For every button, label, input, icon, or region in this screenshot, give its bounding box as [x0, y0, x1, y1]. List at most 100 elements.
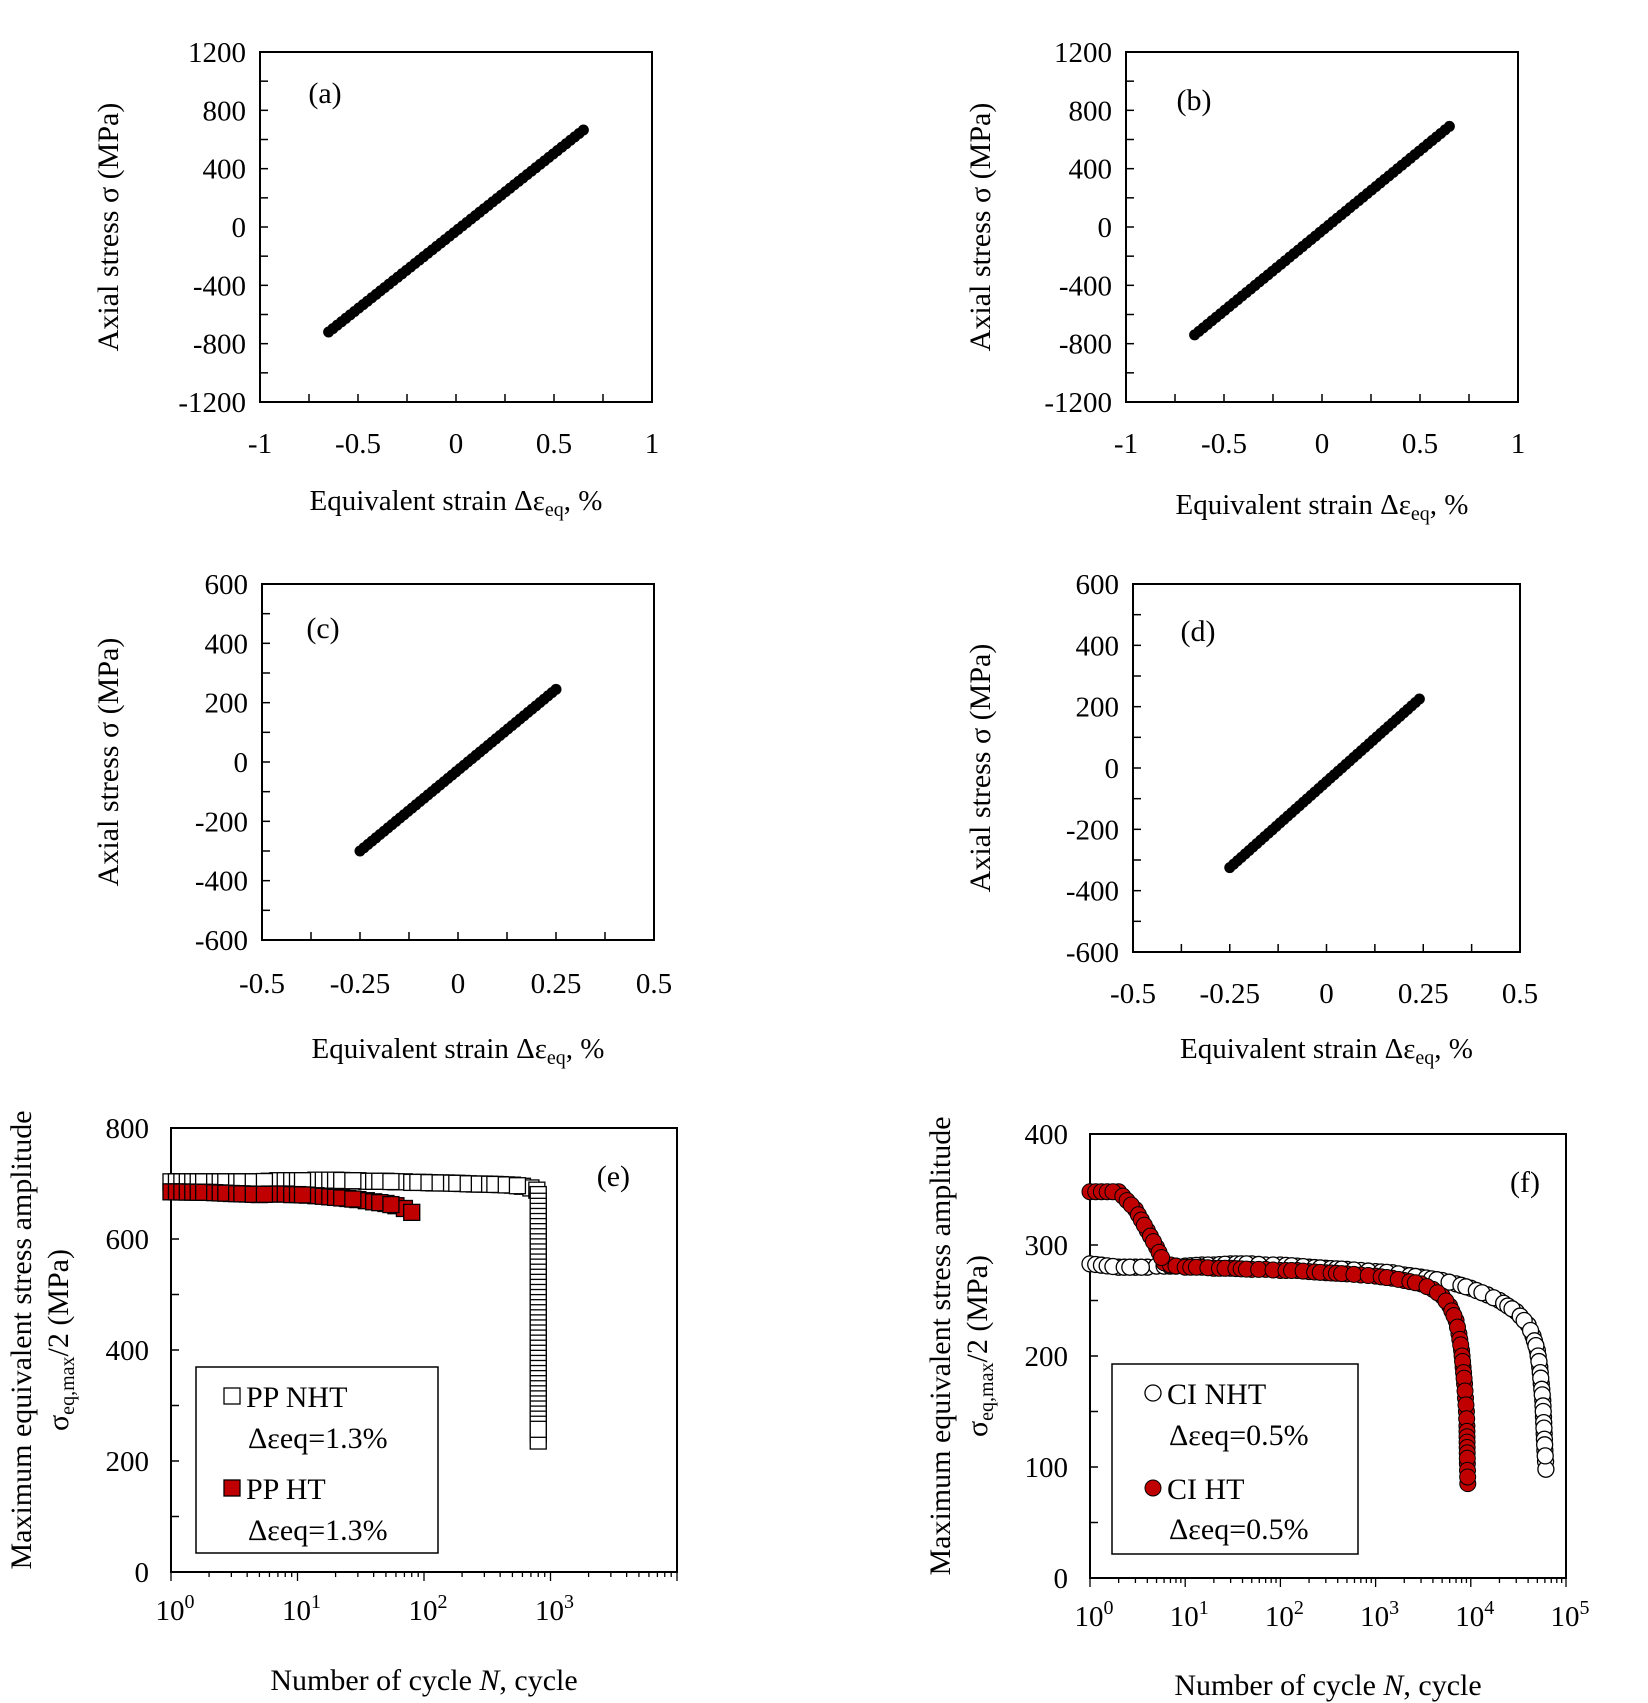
x-tick-base: 10 [1360, 1601, 1389, 1633]
y-axis-label: Axial stress σ (MPa) [92, 103, 125, 352]
x-axis-label-tail: , % [564, 485, 603, 517]
data-point [1443, 120, 1455, 132]
y-tick-label: 800 [203, 95, 247, 127]
y-tick-label: -400 [193, 270, 246, 302]
series-2 [162, 1183, 421, 1222]
y-tick-label: 200 [1076, 692, 1120, 724]
x-tick-exponent: 2 [438, 1591, 448, 1613]
x-axis-label: Equivalent strain Δεeq, % [312, 1033, 605, 1069]
x-tick-base: 10 [1170, 1601, 1199, 1633]
x-tick-label: -0.25 [1200, 978, 1260, 1010]
data-point [1132, 1258, 1151, 1276]
y-tick-label: 200 [106, 1446, 150, 1478]
y-tick-label: 200 [205, 688, 249, 720]
y-axis-label-sigma: σ [961, 1421, 994, 1437]
data-point [1459, 1468, 1477, 1486]
x-axis-label-italic: N [1382, 1669, 1405, 1702]
y-tick-label: -1200 [178, 387, 246, 419]
data-point [577, 124, 589, 136]
x-axis-label: Equivalent strain Δεeq, % [310, 485, 603, 521]
data-point [382, 1172, 400, 1191]
data-point [1250, 1260, 1268, 1278]
legend-entry-condition: Δεeq=1.3% [248, 1514, 388, 1547]
legend-entry-condition: Δεeq=0.5% [1169, 1419, 1309, 1452]
legend-entry-name: CI HT [1167, 1473, 1245, 1506]
x-axis-label-main: Equivalent strain Δε [1180, 1033, 1415, 1065]
x-axis-label-tail: , % [1430, 489, 1469, 521]
x-tick-exponent: 3 [564, 1591, 574, 1613]
series-2 [1081, 1183, 1477, 1493]
legend-marker [223, 1479, 241, 1497]
x-tick-label: 0.25 [1398, 978, 1449, 1010]
x-tick-label: 104 [1455, 1597, 1494, 1633]
x-tick-base: 10 [1075, 1601, 1104, 1633]
x-tick-label: 105 [1551, 1597, 1590, 1633]
x-tick-exponent: 4 [1484, 1597, 1494, 1619]
y-tick-label: 400 [1025, 1119, 1069, 1151]
x-tick-exponent: 2 [1294, 1597, 1304, 1619]
x-axis-label-pre: Number of cycle [1174, 1669, 1383, 1702]
y-tick-label: 200 [1025, 1341, 1069, 1373]
x-axis-label-main: Equivalent strain Δε [310, 485, 545, 517]
x-tick-base: 10 [156, 1595, 185, 1627]
x-tick-label: -0.5 [335, 428, 381, 460]
legend: CI NHT Δεeq=0.5% CI HT Δεeq=0.5% [1111, 1363, 1359, 1555]
y-tick-label: -200 [195, 806, 248, 838]
data-point [255, 1185, 274, 1203]
y-axis-label: Axial stress σ (MPa) [964, 644, 997, 893]
y-tick-label: 300 [1025, 1230, 1069, 1262]
y-axis-label-line1: Maximum equivalent stress amplitude [5, 1110, 38, 1569]
x-tick-base: 10 [1551, 1601, 1580, 1633]
x-tick-label: -0.5 [1110, 978, 1156, 1010]
legend-marker [1144, 1384, 1162, 1402]
y-tick-label: 0 [1098, 212, 1113, 244]
y-tick-label: -800 [193, 329, 246, 361]
y-axis-label-tail: /2 (MPa) [42, 1249, 75, 1357]
y-tick-label: 0 [1054, 1563, 1069, 1595]
y-axis-label-line2: σeq,max/2 (MPa) [42, 1249, 79, 1431]
x-tick-label: 0 [1319, 978, 1334, 1010]
legend-entry-condition: Δεeq=1.3% [248, 1422, 388, 1455]
y-tick-label: -600 [1066, 937, 1119, 969]
data-point [344, 1190, 362, 1208]
x-axis-label-subscript: eq [545, 499, 564, 521]
x-axis-label-post: , cycle [1403, 1669, 1481, 1702]
y-tick-label: -600 [195, 925, 248, 957]
x-tick-label: 0 [1315, 428, 1330, 460]
y-axis-label-subscript: eq,max [976, 1363, 998, 1421]
y-axis-label-line1: Maximum equivalent stress amplitude [924, 1116, 957, 1575]
chart-panel-b: 1200 800 400 0 -400 -800 -1200-1 -0.5 0 0.5 1 Equiv… [964, 37, 1525, 525]
data-point [1345, 1265, 1363, 1283]
panel-label: (e) [597, 1160, 630, 1193]
y-axis-label-tail: /2 (MPa) [961, 1255, 994, 1363]
y-axis-label: Axial stress σ (MPa) [92, 638, 125, 887]
x-tick-label: -0.5 [1201, 428, 1247, 460]
y-tick-label: -800 [1059, 329, 1112, 361]
data-point [550, 683, 562, 695]
legend-entry-name: PP HT [246, 1473, 326, 1506]
y-tick-label: 400 [1069, 154, 1113, 186]
y-tick-label: 0 [234, 747, 249, 779]
x-tick-exponent: 1 [311, 1591, 321, 1613]
y-tick-label: 800 [1069, 95, 1113, 127]
x-axis-label: Number of cycle N, cycle [270, 1664, 577, 1697]
panel-label: (b) [1177, 84, 1212, 117]
chart-panel-a: 1200 800 400 0 -400 -800 -1200-1 -0.5 0 0.5 1 Equiv… [92, 37, 659, 521]
y-tick-label: -200 [1066, 814, 1119, 846]
legend-marker [1144, 1479, 1162, 1497]
x-axis-label-pre: Number of cycle [270, 1664, 479, 1697]
x-axis-label: Equivalent strain Δεeq, % [1180, 1033, 1473, 1069]
x-tick-base: 10 [535, 1595, 564, 1627]
data-point [403, 1203, 421, 1222]
x-tick-base: 10 [1265, 1601, 1294, 1633]
x-axis-label-main: Equivalent strain Δε [1176, 489, 1411, 521]
y-tick-label: -400 [195, 866, 248, 898]
data-point [293, 1186, 312, 1204]
x-tick-base: 10 [282, 1595, 311, 1627]
data-point [1153, 1249, 1171, 1267]
y-tick-label: 0 [232, 212, 247, 244]
x-tick-label: 103 [1360, 1597, 1399, 1633]
x-tick-exponent: 1 [1199, 1597, 1209, 1619]
x-tick-exponent: 0 [185, 1591, 195, 1613]
x-tick-label: 102 [1265, 1597, 1304, 1633]
